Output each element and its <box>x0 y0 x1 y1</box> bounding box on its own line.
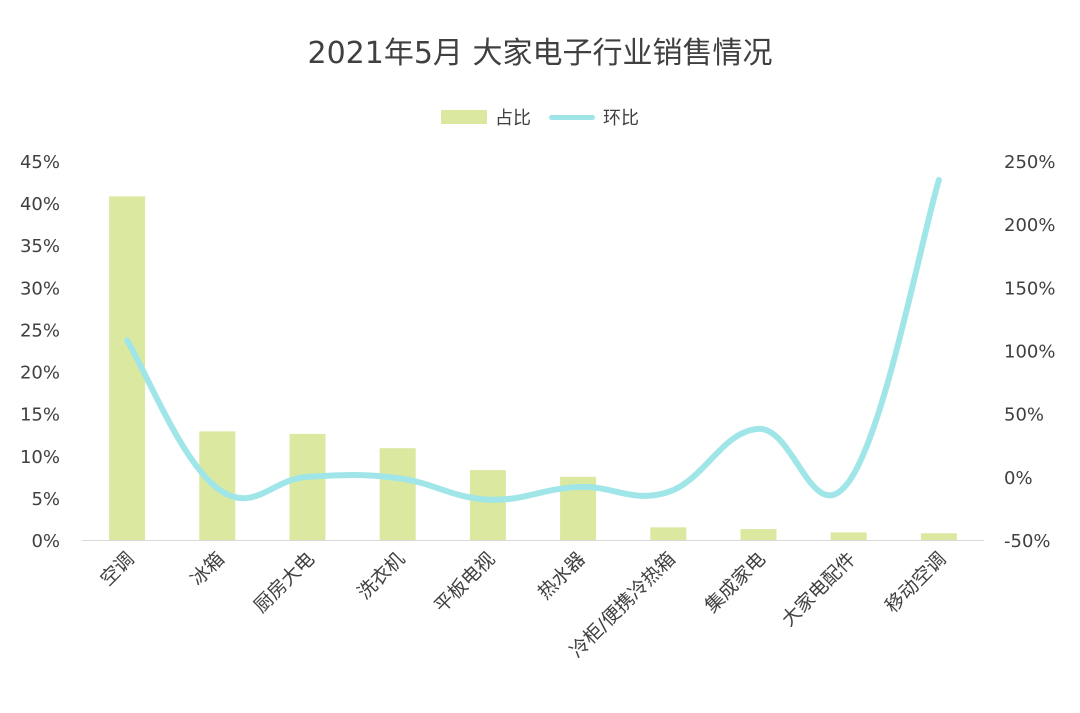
y-right-tick-label: 50% <box>1004 405 1044 426</box>
y-right-tick-label: 100% <box>1004 342 1055 363</box>
y-left-tick-label: 25% <box>20 320 60 341</box>
y-left-tick-label: 0% <box>31 531 60 552</box>
bar-冷柜/便携冷热箱 <box>650 527 687 540</box>
legend-label-line: 环比 <box>603 108 639 129</box>
y-left-tick-label: 15% <box>20 405 60 426</box>
x-category-label: 平板电视 <box>430 548 499 617</box>
x-category-label: 集成家电 <box>701 548 770 617</box>
x-category-label: 热水器 <box>534 548 590 604</box>
y-left-tick-label: 30% <box>20 278 60 299</box>
y-left-tick-label: 20% <box>20 363 60 384</box>
bar-洗衣机 <box>379 448 416 540</box>
y-right-tick-label: -50% <box>1004 531 1051 552</box>
legend-swatch-line <box>549 114 595 120</box>
bar-移动空调 <box>920 533 957 540</box>
y-right-tick-label: 150% <box>1004 278 1055 299</box>
bar-大家电配件 <box>830 532 867 540</box>
legend-item-bar[interactable]: 占比 <box>441 104 531 130</box>
legend-label-bar: 占比 <box>495 108 531 129</box>
y-left-tick-label: 40% <box>20 194 60 215</box>
x-category-label: 移动空调 <box>881 548 950 617</box>
bar-集成家电 <box>740 529 777 540</box>
x-category-label: 空调 <box>96 548 138 590</box>
x-category-label: 冰箱 <box>186 548 228 590</box>
x-category-label: 大家电配件 <box>777 548 860 631</box>
y-left-tick-label: 10% <box>20 447 60 468</box>
chart-title: 2021年5月 大家电子行业销售情况 <box>307 36 773 71</box>
series-line-环比 <box>124 176 942 503</box>
y-right-tick-label: 250% <box>1004 152 1055 173</box>
x-category-label: 洗衣机 <box>353 548 409 604</box>
bar-平板电视 <box>469 470 506 540</box>
legend-swatch-bar <box>441 110 487 124</box>
y-left-tick-label: 45% <box>20 152 60 173</box>
legend-item-line[interactable]: 环比 <box>549 104 639 130</box>
y-right-tick-label: 0% <box>1004 468 1033 489</box>
y-left-tick-label: 35% <box>20 236 60 257</box>
bar-厨房大电 <box>289 433 326 540</box>
y-left-tick-label: 5% <box>31 489 60 510</box>
x-category-label: 厨房大电 <box>250 548 319 617</box>
legend: 占比 环比 <box>0 104 1080 130</box>
y-right-tick-label: 200% <box>1004 215 1055 236</box>
